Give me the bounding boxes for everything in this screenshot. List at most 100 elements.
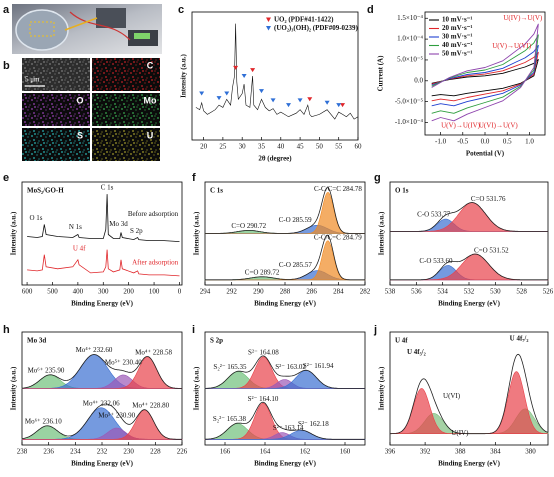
spectrum-envelope <box>205 187 365 234</box>
x-tick-label: 388 <box>455 448 466 456</box>
x-tick-label: 35 <box>258 143 266 151</box>
annotation: U(V)→U(VI) <box>492 42 532 50</box>
x-tick-label: 284 <box>333 288 344 296</box>
dish <box>15 9 69 51</box>
legend-label: 20 mV·s⁻¹ <box>442 24 473 32</box>
annotation: U 4f <box>73 244 86 252</box>
y-tick-label: 0.0 <box>414 76 423 84</box>
x-tick-label: 292 <box>226 288 237 296</box>
device <box>96 8 126 28</box>
phase-marker <box>270 98 276 103</box>
wire <box>69 11 131 41</box>
spectrum-envelope <box>205 401 365 440</box>
chart-title: S 2p <box>210 337 223 345</box>
x-tick-label: 162 <box>300 448 311 456</box>
chart-title: C 1s <box>210 187 223 195</box>
legend-label: (UO₂)₃(OH)₂ (PDF#09-0239) <box>274 24 359 32</box>
panel-label: j <box>373 324 377 336</box>
plot-frame <box>21 181 183 286</box>
peak-label: Mo⁵⁺ 230.90 <box>98 412 135 420</box>
peak-label: S²⁻ 164.10 <box>248 395 279 403</box>
annotation: U(IV)→U(V) <box>503 14 543 22</box>
x-tick-label: 400 <box>73 288 84 296</box>
panel-label: i <box>192 324 195 336</box>
peak-label: S₂²⁻ 165.38 <box>213 415 247 423</box>
peak-label: C-O 533.77 <box>417 211 451 219</box>
x-tick-label: 0.5 <box>503 138 512 146</box>
cv-curve <box>431 44 539 107</box>
peak-label: Mo⁶⁺ 236.10 <box>25 417 62 425</box>
x-tick-label: 226 <box>177 448 188 456</box>
y-axis-label: Current (A) <box>377 55 385 92</box>
annotation: C 1s <box>101 184 114 192</box>
cv-curve <box>431 34 539 114</box>
annotation: U 4f₇/₂ <box>510 334 529 342</box>
peak-label: Mo⁶⁺ 235.90 <box>28 367 65 375</box>
x-tick-label: 294 <box>200 288 211 296</box>
phase-marker <box>286 103 292 108</box>
x-tick-label: 286 <box>306 288 317 296</box>
x-axis-label: Binding Energy (eV) <box>438 460 501 468</box>
spectrum-envelope <box>390 253 548 281</box>
chart-title: Mo 3d <box>27 337 46 345</box>
x-tick-label: 20 <box>200 143 208 151</box>
peak-label: S²⁻ 161.94 <box>303 362 334 370</box>
highlight-box <box>29 21 55 37</box>
y-axis-label: Intensity (a.u.) <box>193 211 201 255</box>
peak-label: Mo⁴⁺ 232.06 <box>83 399 120 407</box>
panel-label: a <box>3 4 10 16</box>
annotation: U 4f₅/₂ <box>407 348 426 356</box>
spectrum-envelope <box>21 354 182 389</box>
peak-label: S²⁻ 163.02 <box>275 363 306 371</box>
cv-curve <box>431 51 539 102</box>
x-tick-label: 55 <box>335 143 343 151</box>
x-axis-label: 2θ (degree) <box>258 155 292 163</box>
x-axis-label: Binding Energy (eV) <box>438 300 501 308</box>
x-tick-label: 384 <box>490 448 501 456</box>
tile-label: Mo <box>144 95 157 105</box>
peak-label: C=O 289.72 <box>245 268 280 276</box>
annotation: U(VI)→U(V) <box>479 121 519 129</box>
panel-label: g <box>374 172 381 184</box>
x-axis-label: Binding Energy (eV) <box>254 460 317 468</box>
x-tick-label: 396 <box>385 448 396 456</box>
peak-label: U(IV) <box>451 429 469 437</box>
x-tick-label: 532 <box>464 288 475 296</box>
x-axis-label: Potential (V) <box>466 150 505 158</box>
panel-label: b <box>3 60 10 72</box>
peak-label: Mo⁴⁺ 228.80 <box>132 402 169 410</box>
y-tick-label: 1.0×10⁻⁴ <box>397 35 423 43</box>
x-tick-label: -0.5 <box>457 138 469 146</box>
legend-label: 10 mV·s⁻¹ <box>442 16 473 24</box>
y-tick-label: -1.0×10⁻⁴ <box>395 118 424 126</box>
peak-label: S₂²⁻ 165.35 <box>213 363 247 371</box>
tile-label: U <box>147 130 154 140</box>
y-axis-label: Intensity (a.u.) <box>180 53 188 97</box>
spectrum-envelope <box>390 202 548 232</box>
photo-panel <box>12 4 162 54</box>
x-tick-label: 282 <box>360 288 371 296</box>
x-tick-label: 164 <box>260 448 271 456</box>
series-label: After adsorption <box>132 258 179 266</box>
series-label: Before adsorption <box>128 210 179 218</box>
x-axis-label: Binding Energy (eV) <box>71 460 134 468</box>
legend-label: 40 mV·s⁻¹ <box>442 41 473 49</box>
x-tick-label: 534 <box>437 288 448 296</box>
peak-label: S²⁻ 163.14 <box>273 424 304 432</box>
x-tick-label: 530 <box>490 288 501 296</box>
peak-label: Mo⁴⁺ 228.58 <box>135 348 172 356</box>
x-tick-label: 236 <box>43 448 54 456</box>
spectrum-envelope <box>205 234 365 281</box>
y-tick-label: -5.0×10⁻⁵ <box>395 97 424 105</box>
spectrum-envelope <box>205 355 365 389</box>
phase-marker <box>216 96 222 101</box>
tile-label: O <box>76 95 83 105</box>
peak-label: C=O 531.76 <box>471 195 506 203</box>
display <box>134 33 150 39</box>
legend-label: 30 mV·s⁻¹ <box>442 33 473 41</box>
peak-label: C-O 285.59 <box>279 216 313 224</box>
plot-frame <box>424 11 546 136</box>
chart-title: U 4f <box>395 337 408 345</box>
annotation: N 1s <box>69 223 82 231</box>
